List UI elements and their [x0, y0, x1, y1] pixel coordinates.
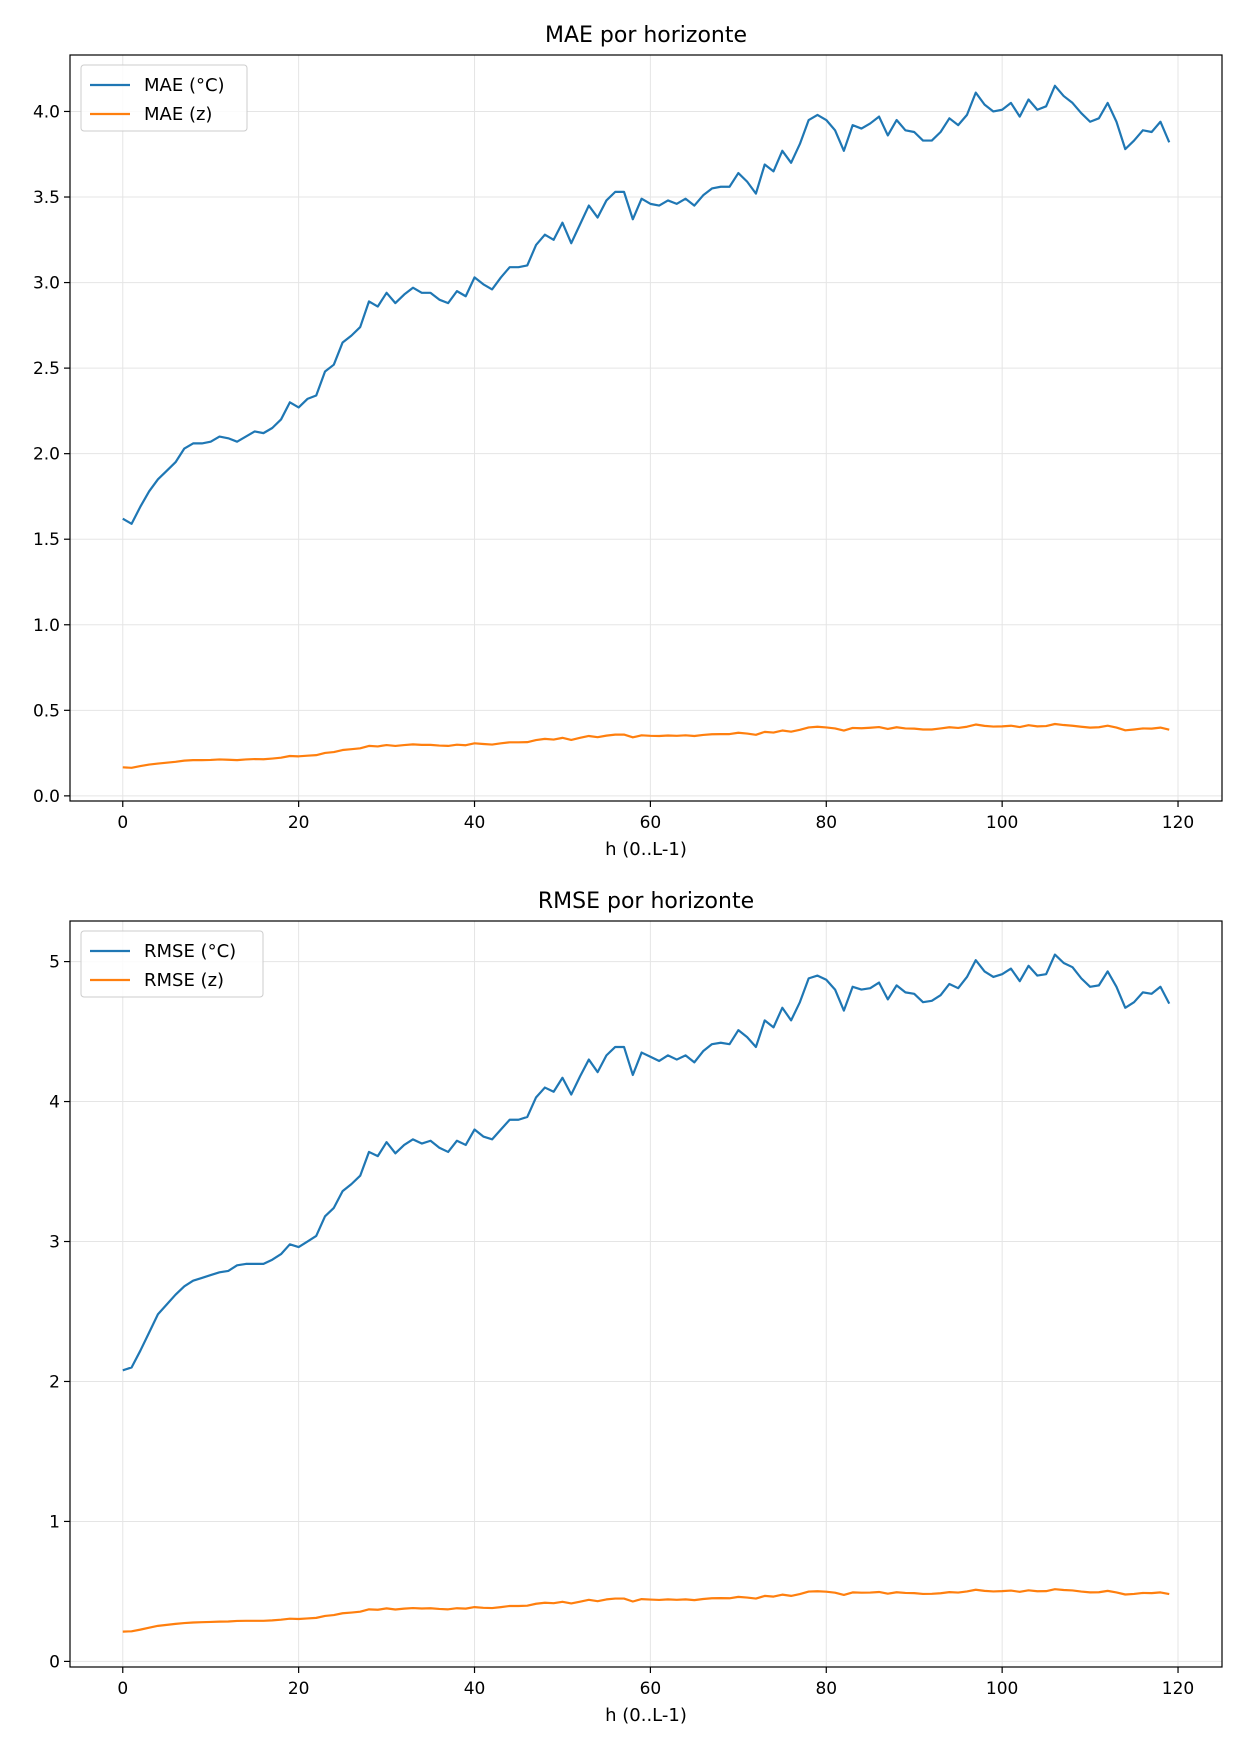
- mae-y-tick-label: 2.0: [33, 445, 60, 465]
- rmse-series-line-0: [122, 953, 1171, 1372]
- mae-y-tick-label: 0.5: [33, 701, 60, 721]
- mae-y-tick-label: 2.5: [33, 359, 60, 379]
- rmse-y-tick-label: 2: [49, 1372, 60, 1392]
- rmse-y-tick-label: 4: [49, 1093, 60, 1113]
- mae-y-tick-label: 4.0: [33, 102, 60, 122]
- rmse-legend-label-1: RMSE (z): [144, 970, 224, 991]
- mae-legend: MAE (°C) MAE (z): [80, 64, 248, 132]
- rmse-y-tick-label: 0: [49, 1652, 60, 1672]
- mae-x-tick-label: 40: [464, 813, 486, 833]
- mae-legend-label-1: MAE (z): [144, 104, 212, 125]
- rmse-series-line-1: [122, 1588, 1170, 1633]
- mae-x-tick-label: 0: [117, 813, 128, 833]
- mae-x-tick-label: 80: [815, 813, 837, 833]
- rmse-x-tick-label: 0: [117, 1679, 128, 1699]
- rmse-legend-label-0: RMSE (°C): [144, 941, 236, 962]
- mae-x-tick-label: 60: [640, 813, 662, 833]
- rmse-x-tick-label: 100: [986, 1679, 1018, 1699]
- rmse-y-tick-label: 5: [49, 953, 60, 973]
- mae-y-tick-label: 0.0: [33, 787, 60, 807]
- rmse-chart-title: RMSE por horizonte: [538, 889, 754, 914]
- rmse-plot-frame: [69, 920, 1223, 1668]
- mae-x-axis-label: h (0..L-1): [605, 839, 687, 860]
- mae-y-tick-label: 1.0: [33, 616, 60, 636]
- rmse-x-tick-label: 120: [1162, 1679, 1194, 1699]
- mae-x-tick-label: 20: [288, 813, 310, 833]
- mae-series-line-0: [122, 84, 1171, 525]
- mae-series-line-1: [122, 722, 1170, 769]
- rmse-legend: RMSE (°C) RMSE (z): [80, 930, 264, 998]
- rmse-panel: 0 20 40 60 80 100 120 0 1 2 3 4 5 RMSE por horizonte h…: [49, 889, 1223, 1726]
- rmse-x-tick-label: 60: [640, 1679, 662, 1699]
- mae-y-tick-label: 3.0: [33, 274, 60, 294]
- rmse-y-tick-label: 1: [49, 1512, 60, 1532]
- mae-y-tick-label: 3.5: [33, 188, 60, 208]
- mae-legend-label-0: MAE (°C): [144, 75, 225, 96]
- mae-plot-frame: [69, 54, 1223, 802]
- mae-x-tick-label: 120: [1162, 813, 1194, 833]
- rmse-x-tick-label: 80: [815, 1679, 837, 1699]
- mae-x-tick-label: 100: [986, 813, 1018, 833]
- mae-y-tick-label: 1.5: [33, 530, 60, 550]
- rmse-y-tick-label: 3: [49, 1233, 60, 1253]
- rmse-x-tick-label: 20: [288, 1679, 310, 1699]
- rmse-x-tick-label: 40: [464, 1679, 486, 1699]
- rmse-x-axis-label: h (0..L-1): [605, 1705, 687, 1726]
- mae-chart-title: MAE por horizonte: [545, 23, 747, 48]
- mae-panel: 0 20 40 60 80 100 120 0.0 0.5 1.0 1.5 2.0 2.5 3.0 3.5 4…: [33, 23, 1223, 860]
